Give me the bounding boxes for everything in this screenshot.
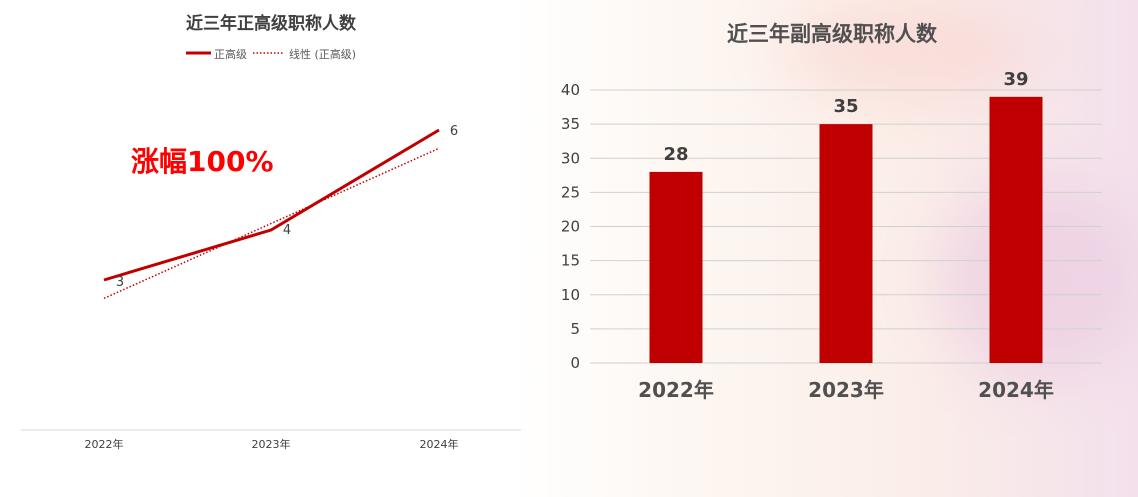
x-tick-label: 2022年 xyxy=(638,378,714,402)
bar xyxy=(989,96,1043,363)
y-tick-label: 15 xyxy=(561,252,580,270)
y-tick-label: 5 xyxy=(570,320,580,338)
series-line xyxy=(103,128,440,282)
bar xyxy=(649,171,703,363)
data-label: 39 xyxy=(1003,69,1028,90)
bar-chart-title: 近三年副高级职称人数 xyxy=(727,22,938,46)
y-tick-label: 30 xyxy=(561,149,580,167)
y-tick-label: 40 xyxy=(561,81,580,99)
x-tick-label: 2024年 xyxy=(420,437,459,451)
data-label: 35 xyxy=(833,96,858,117)
line-chart-title: 近三年正高级职称人数 xyxy=(186,13,357,34)
y-tick-label: 20 xyxy=(561,218,580,236)
data-label: 6 xyxy=(450,124,458,139)
legend-label-series: 正高级 xyxy=(214,47,247,61)
trendline xyxy=(103,147,440,300)
data-label: 4 xyxy=(283,223,291,238)
bar xyxy=(819,124,873,363)
legend-label-trendline: 线性 (正高级) xyxy=(289,47,356,61)
y-tick-label: 35 xyxy=(561,115,580,133)
growth-annotation: 涨幅100% xyxy=(131,145,274,178)
y-tick-label: 25 xyxy=(561,183,580,201)
x-tick-label: 2023年 xyxy=(808,378,884,402)
y-tick-label: 0 xyxy=(570,354,580,372)
x-tick-label: 2024年 xyxy=(978,378,1054,402)
y-tick-label: 10 xyxy=(561,286,580,304)
data-label: 3 xyxy=(116,275,124,290)
data-label: 28 xyxy=(663,144,688,165)
x-tick-label: 2023年 xyxy=(252,437,291,451)
x-tick-label: 2022年 xyxy=(85,437,124,451)
background-decoration xyxy=(780,0,1040,100)
